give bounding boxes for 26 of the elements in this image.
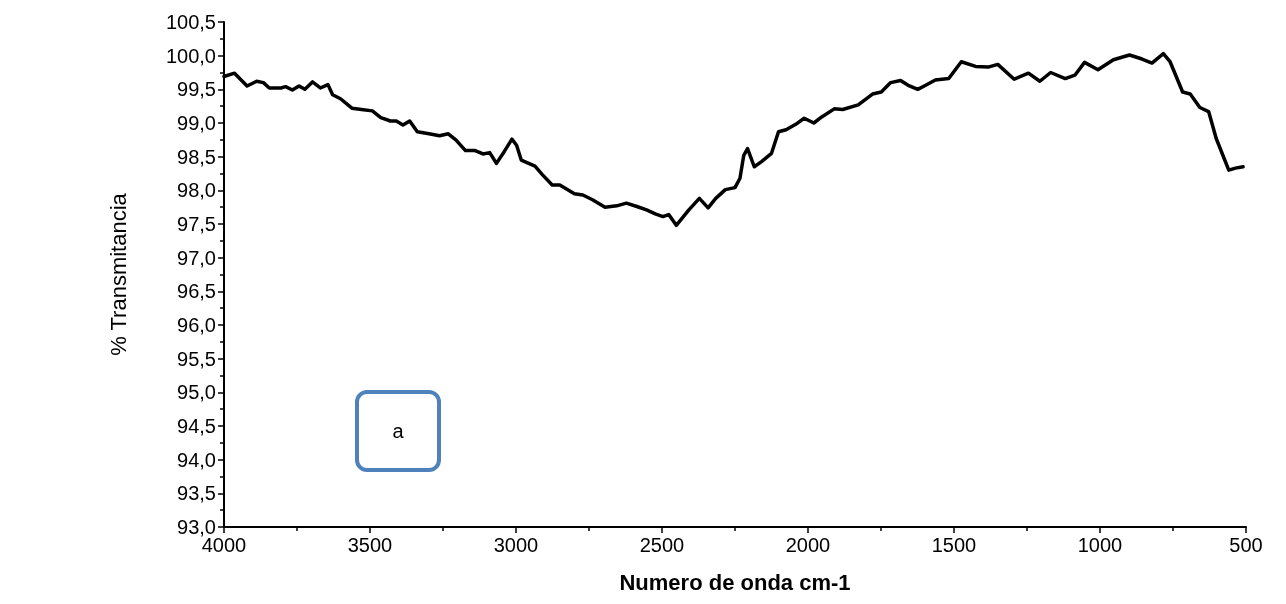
y-tick-label: 93,0 bbox=[177, 516, 216, 538]
x-axis-title: Numero de onda cm-1 bbox=[619, 569, 851, 595]
y-tick-label: 100,0 bbox=[165, 44, 216, 67]
y-tick-label: 96,0 bbox=[177, 314, 216, 336]
y-tick-label: 94,0 bbox=[177, 448, 216, 471]
y-tick-label: 100,5 bbox=[165, 11, 216, 33]
y-tick-label: 95,0 bbox=[177, 381, 216, 404]
label-box: a bbox=[355, 390, 441, 472]
x-tick-label: 1000 bbox=[1077, 534, 1123, 556]
x-tick-label: 2000 bbox=[785, 534, 831, 556]
y-tick-label: 98,5 bbox=[177, 145, 216, 168]
y-tick-label: 93,5 bbox=[177, 482, 216, 505]
y-tick-label: 96,5 bbox=[177, 280, 216, 303]
x-tick-label: 3500 bbox=[347, 534, 393, 556]
x-tick-label: 2500 bbox=[639, 534, 685, 556]
y-tick-label: 99,5 bbox=[177, 78, 216, 101]
x-tick-label: 1500 bbox=[931, 534, 977, 556]
y-tick-label: 98,0 bbox=[177, 179, 216, 202]
y-tick-label: 97,0 bbox=[177, 246, 216, 269]
y-tick-label: 99,0 bbox=[177, 112, 216, 134]
y-tick-label: 94,5 bbox=[177, 415, 216, 437]
x-tick-label: 3000 bbox=[493, 534, 539, 556]
y-tick-label: 95,5 bbox=[177, 347, 216, 370]
y-tick-label: 97,5 bbox=[177, 213, 216, 235]
x-tick-label: 500 bbox=[1229, 534, 1263, 556]
y-axis-title: % Transmitancia bbox=[105, 192, 131, 356]
